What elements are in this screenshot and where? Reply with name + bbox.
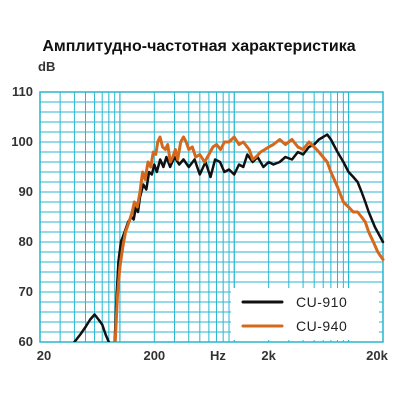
- series-line-cu-910: [73, 133, 385, 342]
- series-lines: [73, 133, 385, 342]
- chart-title: Амплитудно-частотная характеристика: [42, 38, 355, 55]
- legend-label-cu-910: CU-910: [296, 294, 347, 310]
- chart-legend: CU-910 CU-940: [231, 288, 379, 340]
- x-tick-label: 20k: [366, 348, 388, 363]
- legend-background: [231, 288, 379, 340]
- y-tick-label: 110: [12, 84, 33, 99]
- y-tick-label: 70: [19, 284, 33, 299]
- x-axis-label: Hz: [210, 348, 226, 363]
- legend-label-cu-940: CU-940: [296, 318, 347, 334]
- plot-frame: [39, 91, 384, 343]
- x-tick-label: 20: [37, 348, 51, 363]
- y-tick-label: 60: [19, 334, 33, 349]
- y-tick-label: 100: [11, 134, 33, 149]
- tick-labels: 110 100 90 80 70 60 20 200 2k 20k: [11, 84, 388, 363]
- y-tick-label: 90: [19, 184, 33, 199]
- y-tick-label: 80: [19, 234, 33, 249]
- x-tick-label: 200: [143, 348, 165, 363]
- y-axis-label: dB: [38, 59, 55, 74]
- series-line-cu-940: [113, 135, 385, 342]
- x-tick-label: 2k: [261, 348, 276, 363]
